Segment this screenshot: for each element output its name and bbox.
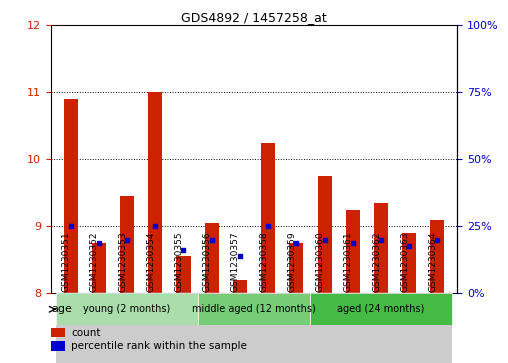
Text: GSM1230362: GSM1230362 [372, 232, 381, 293]
Point [433, 237, 441, 242]
Text: GSM1230358: GSM1230358 [259, 232, 268, 293]
Bar [205, 223, 219, 293]
Bar [310, 293, 452, 325]
Text: GSM1230363: GSM1230363 [400, 232, 409, 293]
Text: GSM1230355: GSM1230355 [174, 232, 183, 293]
Text: aged (24 months): aged (24 months) [337, 304, 425, 314]
Text: GSM1230360: GSM1230360 [315, 232, 325, 293]
Text: count: count [71, 328, 101, 338]
Bar [92, 243, 106, 293]
Text: GSM1230356: GSM1230356 [203, 232, 212, 293]
Bar [56, 293, 198, 325]
Bar [51, 328, 65, 337]
Text: percentile rank within the sample: percentile rank within the sample [71, 341, 247, 351]
Bar [64, 99, 78, 293]
Bar [402, 233, 416, 293]
Point [405, 244, 414, 249]
Bar [367, 293, 395, 363]
Text: GSM1230361: GSM1230361 [344, 232, 353, 293]
Point [151, 223, 160, 229]
Bar [141, 293, 169, 363]
Point [236, 253, 244, 259]
Text: middle aged (12 months): middle aged (12 months) [192, 304, 316, 314]
Point [264, 223, 272, 229]
Point [123, 237, 131, 242]
Bar [423, 293, 452, 363]
Point [348, 240, 357, 246]
Bar [233, 280, 247, 293]
Bar [430, 220, 444, 293]
Bar [176, 256, 190, 293]
Text: GSM1230354: GSM1230354 [146, 232, 155, 293]
Bar [56, 293, 85, 363]
Bar [113, 293, 141, 363]
Bar [289, 243, 303, 293]
Bar [339, 293, 367, 363]
Text: GSM1230359: GSM1230359 [288, 232, 296, 293]
Bar [346, 209, 360, 293]
Bar [254, 293, 282, 363]
Bar [120, 196, 134, 293]
Text: GSM1230353: GSM1230353 [118, 232, 127, 293]
Bar [282, 293, 310, 363]
Point [179, 247, 187, 253]
Text: GSM1230352: GSM1230352 [90, 232, 99, 293]
Text: GSM1230357: GSM1230357 [231, 232, 240, 293]
Point [208, 237, 216, 242]
Bar [169, 293, 198, 363]
Text: age: age [51, 304, 72, 314]
Text: GSM1230351: GSM1230351 [61, 232, 71, 293]
Bar [310, 293, 339, 363]
Bar [51, 341, 65, 351]
Point [292, 240, 300, 246]
Point [94, 240, 103, 246]
Bar [374, 203, 388, 293]
Point [67, 223, 75, 229]
Bar [226, 293, 254, 363]
Bar [318, 176, 332, 293]
Bar [261, 143, 275, 293]
Bar [148, 92, 162, 293]
Bar [198, 293, 310, 325]
Bar [395, 293, 423, 363]
Bar [85, 293, 113, 363]
Title: GDS4892 / 1457258_at: GDS4892 / 1457258_at [181, 11, 327, 24]
Point [377, 237, 385, 242]
Text: GSM1230364: GSM1230364 [428, 232, 437, 293]
Text: young (2 months): young (2 months) [83, 304, 171, 314]
Bar [198, 293, 226, 363]
Point [321, 237, 329, 242]
